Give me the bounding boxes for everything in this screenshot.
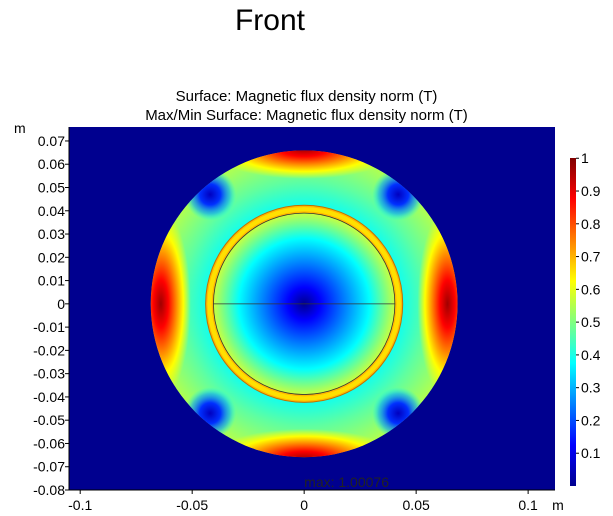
y-tick-label: -0.08 <box>33 482 65 498</box>
y-tick-label: 0.07 <box>38 133 65 149</box>
plot-title: Surface: Magnetic flux density norm (T) <box>175 88 438 105</box>
y-tick-label: -0.07 <box>33 459 65 475</box>
colorbar-tick-label: 0.7 <box>581 249 601 265</box>
colorbar-tick-label: 1 <box>581 150 589 166</box>
field-pole-hotspot <box>150 208 191 399</box>
y-axis-unit: m <box>14 120 26 136</box>
y-tick-label: 0.02 <box>38 249 65 265</box>
max-annotation: max: 1.00076 <box>304 474 389 490</box>
y-tick-label: -0.05 <box>33 412 65 428</box>
field-pole-hotspot <box>417 208 458 399</box>
rotor-ring-highlight <box>207 207 401 401</box>
colorbar-bar <box>570 158 576 486</box>
x-tick-label: 0.05 <box>403 497 430 513</box>
colorbar-tick-label: 0.6 <box>581 281 601 297</box>
page-title: Front <box>234 4 306 37</box>
x-tick-label: 0.1 <box>518 497 538 513</box>
colorbar-tick-label: 0.2 <box>581 412 601 428</box>
plot-subtitle: Max/Min Surface: Magnetic flux density n… <box>145 107 468 124</box>
rotor-ring <box>205 204 404 403</box>
y-tick-label: 0.05 <box>38 180 65 196</box>
y-tick-label: 0.04 <box>38 203 65 219</box>
colorbar-tick-label: 0.1 <box>581 445 601 461</box>
field-pole-hotspot <box>209 150 400 179</box>
y-tick-label: -0.01 <box>33 319 65 335</box>
colorbar-tick-label: 0.5 <box>581 314 601 330</box>
y-tick-label: 0 <box>57 296 65 312</box>
y-tick-label: 0.01 <box>38 273 65 289</box>
axes: 0.07 0.06 0.05 0.04 0.03 0.02 0.01 0 -0.01 -0.02 -… <box>14 120 564 513</box>
y-tick-label: 0.03 <box>38 226 65 242</box>
x-tick-label: -0.1 <box>68 497 92 513</box>
y-tick-label: 0.06 <box>38 156 65 172</box>
colorbar-tick-label: 0.3 <box>581 380 601 396</box>
x-axis-unit: m <box>552 497 564 513</box>
field-pole-hotspot <box>209 428 400 458</box>
x-tick-label: 0 <box>300 497 308 513</box>
y-tick-label: -0.03 <box>33 366 65 382</box>
colorbar-tick-label: 0.9 <box>581 183 601 199</box>
y-tick-label: -0.06 <box>33 435 65 451</box>
y-tick-label: -0.02 <box>33 342 65 358</box>
colorbar: 1 0.9 0.8 0.7 0.6 0.5 0.4 0.3 0.2 0.1 <box>570 150 601 486</box>
colorbar-tick-label: 0.8 <box>581 216 601 232</box>
y-tick-label: -0.04 <box>33 389 65 405</box>
x-tick-label: -0.05 <box>176 497 208 513</box>
colorbar-tick-label: 0.4 <box>581 347 601 363</box>
